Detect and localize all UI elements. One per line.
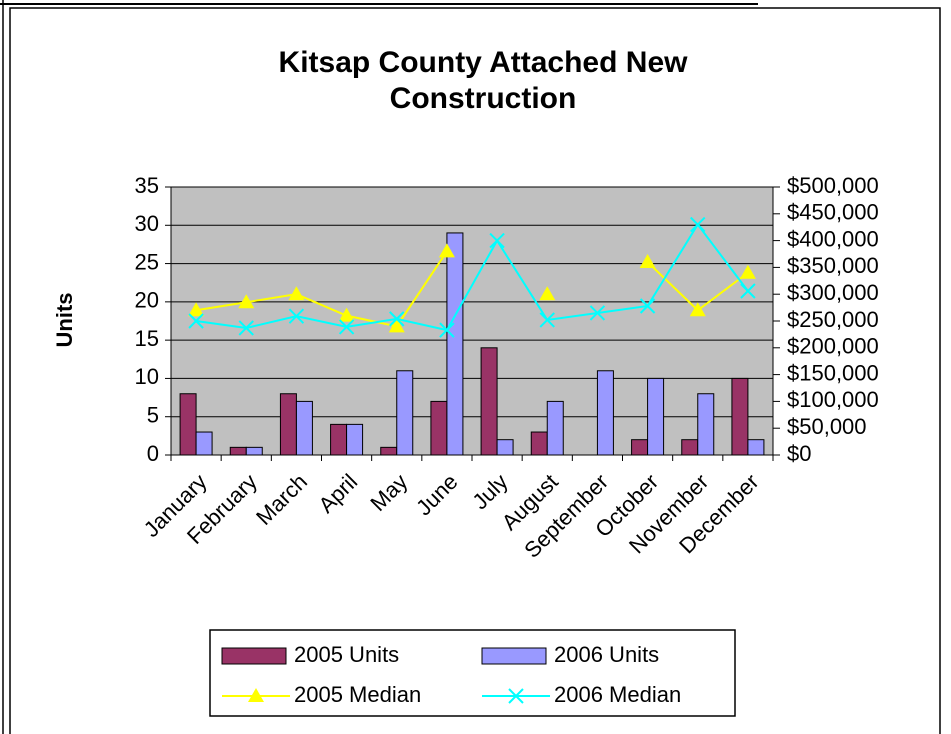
y2-tick-label: $450,000 <box>787 200 879 225</box>
bar <box>731 377 749 456</box>
marker <box>489 232 505 249</box>
marker <box>439 322 455 338</box>
y-tick-label: 10 <box>135 364 159 389</box>
bar <box>346 423 364 456</box>
y2-tick-label: $0 <box>787 441 811 466</box>
marker <box>338 307 355 322</box>
marker <box>389 311 405 327</box>
bar <box>496 439 514 456</box>
y2-tick-label: $400,000 <box>787 226 879 251</box>
marker <box>740 283 756 299</box>
marker <box>589 305 606 321</box>
y2-tick-label: $200,000 <box>787 334 879 359</box>
line <box>195 222 749 332</box>
marker <box>288 286 305 301</box>
marker <box>338 319 355 335</box>
y2-tick-label: $50,000 <box>787 414 867 439</box>
bar <box>681 439 699 456</box>
y2-tick-label: $150,000 <box>787 360 879 385</box>
bar <box>697 393 715 456</box>
legend-label: 2005 Median <box>294 682 421 707</box>
marker <box>188 313 204 329</box>
marker <box>388 318 405 333</box>
y2-tick-label: $100,000 <box>787 387 879 412</box>
bar <box>279 393 297 456</box>
bar <box>295 400 313 456</box>
chart-title: Construction <box>390 82 577 115</box>
legend-swatch <box>481 647 547 665</box>
legend <box>209 629 736 717</box>
chart-title: Kitsap County Attached New <box>279 46 689 79</box>
y-tick-label: 0 <box>147 441 159 466</box>
y2-tick-label: $500,000 <box>787 173 879 198</box>
y2-tick-label: $350,000 <box>787 253 879 278</box>
marker <box>188 302 205 317</box>
bar <box>179 393 197 456</box>
legend-swatch <box>221 647 287 665</box>
bar <box>446 232 464 456</box>
y2-tick-label: $250,000 <box>787 307 879 332</box>
bar <box>747 439 765 456</box>
bar <box>530 431 548 456</box>
legend-label: 2006 Median <box>554 682 681 707</box>
bar <box>430 400 448 456</box>
bar <box>245 446 263 456</box>
y-axis-label: Units <box>52 293 77 348</box>
y-tick-label: 15 <box>135 326 159 351</box>
y-tick-label: 25 <box>135 249 159 274</box>
marker <box>639 254 656 269</box>
marker <box>238 294 255 309</box>
legend-label: 2005 Units <box>294 642 399 667</box>
y-tick-label: 5 <box>147 403 159 428</box>
bar <box>546 400 564 456</box>
bar <box>396 370 414 456</box>
y-tick-label: 20 <box>135 288 159 313</box>
bar <box>647 377 665 456</box>
bar <box>631 439 649 456</box>
legend-label: 2006 Units <box>554 642 659 667</box>
bar <box>330 423 348 456</box>
marker <box>288 308 305 324</box>
y2-tick-label: $300,000 <box>787 280 879 305</box>
marker <box>539 312 555 328</box>
y-tick-label: 35 <box>135 173 159 198</box>
bar <box>229 446 247 456</box>
marker <box>739 264 756 279</box>
marker <box>438 243 455 258</box>
bar <box>380 446 398 456</box>
bar <box>480 347 498 456</box>
plot-area <box>170 186 774 456</box>
y-tick-label: 30 <box>135 211 159 236</box>
marker <box>639 298 656 314</box>
bar <box>596 370 614 456</box>
marker <box>508 688 524 704</box>
marker <box>690 216 706 233</box>
marker <box>539 286 556 301</box>
marker <box>238 320 254 336</box>
marker <box>248 688 264 702</box>
bar <box>195 431 213 456</box>
marker <box>689 302 706 317</box>
